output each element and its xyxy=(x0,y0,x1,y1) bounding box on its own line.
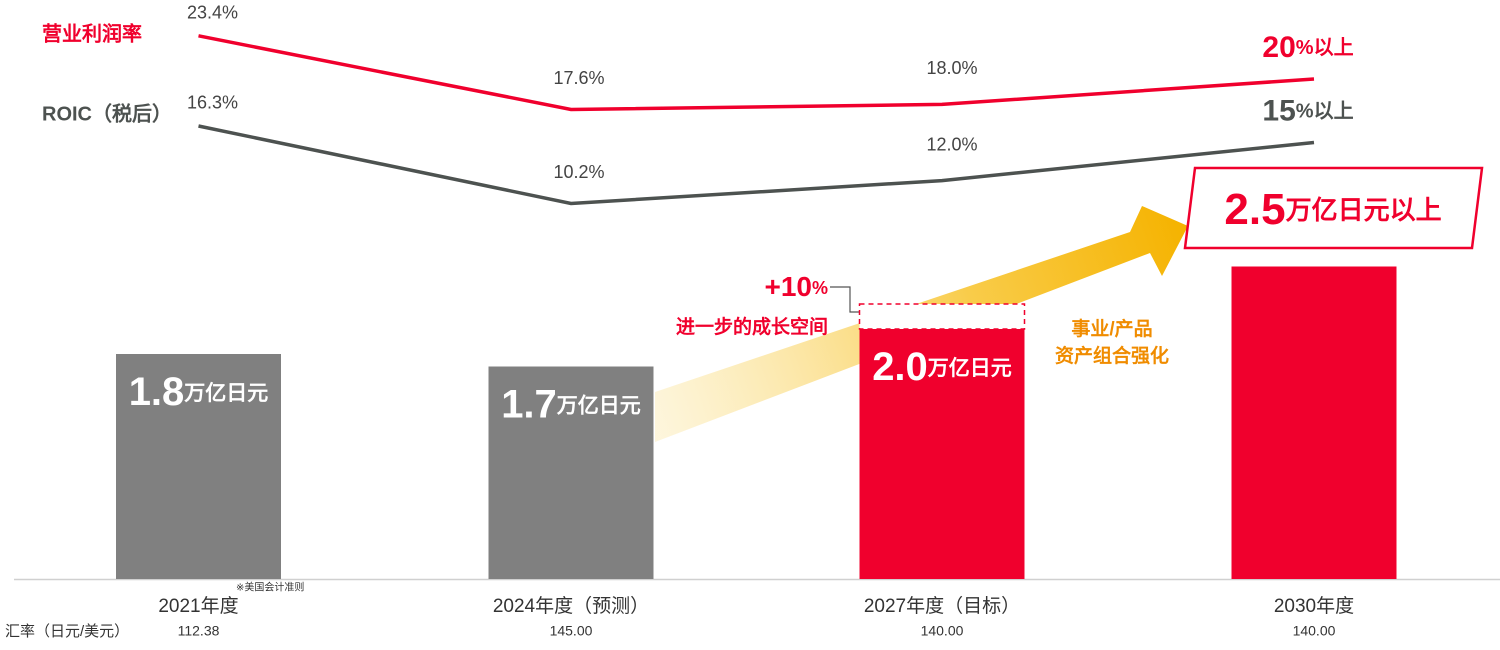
number-part: 2.5 xyxy=(1224,185,1285,234)
unit-part: %以上 xyxy=(1296,100,1354,123)
arrow-note: 资产组合强化 xyxy=(1055,344,1169,367)
number-part: 2.0 xyxy=(872,345,928,389)
exchange-rate-label: 汇率（日元/美元） xyxy=(5,623,129,640)
line-value-label: 18.0% xyxy=(926,58,977,78)
line-value-label: 17.6% xyxy=(553,68,604,88)
number-part: +10 xyxy=(764,271,812,302)
bar xyxy=(488,366,654,579)
bar-value-label: 2.5万亿日元以上 xyxy=(1224,185,1441,234)
exchange-rate-value: 140.00 xyxy=(1293,623,1336,639)
bar-value-label: 1.8万亿日元 xyxy=(129,370,269,414)
x-tick-label: 2021年度 xyxy=(158,595,238,617)
number-part: 15 xyxy=(1262,94,1295,127)
x-tick-label: 2030年度 xyxy=(1274,595,1354,617)
stretch-label: +10% xyxy=(764,271,828,302)
unit-part: 万亿日元 xyxy=(556,393,641,417)
callout-line xyxy=(830,286,860,313)
x-tick-label: 2024年度（预测） xyxy=(493,595,649,617)
number-part: 1.7 xyxy=(501,382,557,426)
exchange-rate-value: 140.00 xyxy=(921,623,964,639)
line-value-label: 20%以上 xyxy=(1262,31,1353,64)
unit-part: %以上 xyxy=(1296,36,1354,59)
x-tick-label: 2027年度（目标） xyxy=(864,595,1020,617)
bar-value-label: 1.7万亿日元 xyxy=(501,382,641,426)
number-part: 1.8 xyxy=(129,370,185,414)
unit-part: % xyxy=(812,278,828,298)
line xyxy=(198,34,1315,112)
line-value-label: 16.3% xyxy=(187,93,238,113)
stretch-box xyxy=(858,303,1026,330)
unit-part: 万亿日元 xyxy=(183,381,268,405)
target-box xyxy=(1183,166,1484,250)
stretch-note: 进一步的成长空间 xyxy=(676,315,828,338)
line xyxy=(198,124,1315,206)
line-value-label: 15%以上 xyxy=(1262,94,1353,127)
exchange-rate-value: 112.38 xyxy=(178,623,220,639)
bar xyxy=(859,329,1025,579)
bar-value-label: 2.0万亿日元 xyxy=(872,345,1012,389)
number-part: 20 xyxy=(1262,31,1295,64)
unit-part: 万亿日元以上 xyxy=(1286,195,1442,225)
legend-label: ROIC（税后） xyxy=(42,101,172,125)
line-value-label: 23.4% xyxy=(187,3,238,23)
footnote: ※美国会计准则 xyxy=(236,581,304,594)
bar xyxy=(1231,266,1397,579)
legend-label: 营业利润率 xyxy=(42,21,142,45)
line-value-label: 12.0% xyxy=(926,134,977,154)
unit-part: 万亿日元 xyxy=(927,356,1012,380)
line-value-label: 10.2% xyxy=(553,162,604,182)
exchange-rate-value: 145.00 xyxy=(550,623,593,639)
bar xyxy=(116,354,281,579)
arrow-note: 事业/产品 xyxy=(1071,317,1152,340)
